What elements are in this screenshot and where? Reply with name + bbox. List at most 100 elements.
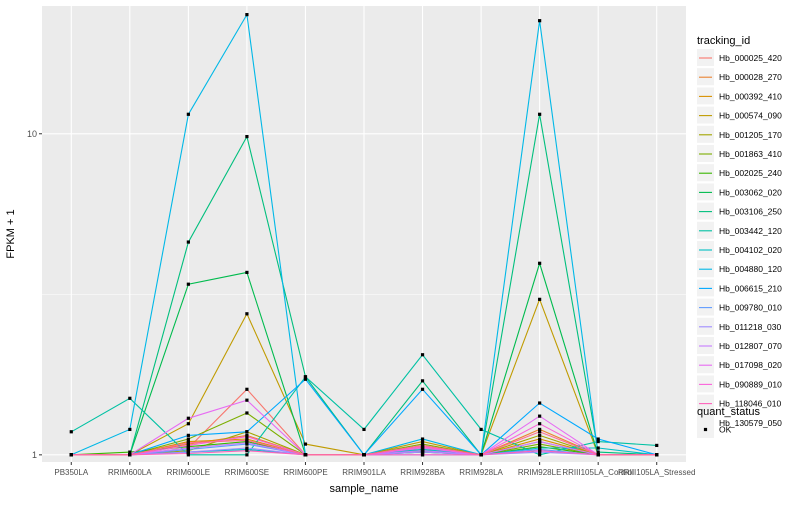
x-tick-label: RRIM928BA	[400, 468, 445, 477]
legend-key-point	[703, 427, 708, 432]
data-point	[245, 449, 249, 453]
legend-items: Hb_000025_420 Hb_000028_270 Hb_000392_410 H…	[697, 49, 782, 431]
legend-label: Hb_000574_090	[719, 111, 782, 121]
data-point	[69, 430, 73, 434]
data-point	[655, 443, 659, 448]
data-point	[128, 450, 132, 454]
data-point	[538, 439, 542, 444]
data-point	[245, 134, 249, 139]
data-point	[538, 414, 542, 418]
data-point	[245, 441, 249, 445]
data-point	[420, 387, 425, 391]
data-point	[479, 453, 483, 457]
legend-label: Hb_012807_070	[719, 341, 782, 351]
legend-label: Hb_000392_410	[719, 91, 782, 101]
data-point	[245, 387, 249, 391]
x-tick-label: RRIM928LA	[459, 468, 503, 477]
data-point	[303, 377, 308, 381]
data-point	[538, 427, 542, 432]
data-point	[420, 437, 425, 441]
data-point	[245, 430, 249, 434]
x-tick-label: RRIII105LA_Stressed	[618, 468, 695, 477]
legend-tracking-id: tracking_id Hb_000025_420Hb_000028_270Hb…	[697, 35, 782, 431]
data-point	[538, 422, 542, 426]
x-tick-label: RRIM600LA	[108, 468, 152, 477]
data-point	[479, 427, 483, 432]
x-tick-label: RRIM928LE	[518, 468, 562, 477]
data-point	[596, 446, 600, 450]
data-point	[245, 398, 249, 402]
data-point	[538, 401, 542, 405]
data-point	[596, 450, 600, 454]
data-point	[245, 270, 249, 275]
data-point	[186, 451, 190, 456]
legend-items: OK	[697, 421, 732, 438]
legend-label: Hb_130579_050	[719, 418, 782, 428]
legend-label: Hb_090889_010	[719, 379, 782, 389]
data-point	[245, 438, 249, 442]
data-point	[186, 443, 190, 448]
data-point	[420, 453, 425, 457]
data-point	[538, 112, 542, 116]
data-point	[303, 442, 308, 446]
data-point	[303, 375, 308, 379]
data-point	[538, 437, 542, 441]
data-points	[69, 13, 659, 457]
x-tick-label: RRIM901LA	[342, 468, 386, 477]
data-point	[245, 434, 249, 439]
legend-label: Hb_000028_270	[719, 72, 782, 82]
y-tick-label: 1	[32, 450, 37, 460]
data-point	[69, 453, 73, 457]
data-point	[186, 240, 190, 244]
data-point	[596, 439, 600, 444]
legend-label: Hb_004102_020	[719, 245, 782, 255]
legend-label: OK	[719, 425, 732, 435]
data-point	[186, 282, 190, 286]
data-point	[420, 449, 425, 453]
data-point	[538, 442, 542, 446]
data-point	[420, 353, 425, 357]
legend-label: Hb_118046_010	[719, 399, 782, 409]
data-point	[186, 416, 190, 420]
y-axis-ticks: 1 10	[27, 129, 42, 460]
legend-label: Hb_011218_030	[719, 322, 782, 332]
data-point	[186, 437, 190, 441]
data-point	[186, 446, 190, 450]
data-point	[420, 443, 425, 448]
data-point	[245, 453, 249, 457]
y-tick-label: 10	[27, 129, 37, 139]
legend-label: Hb_001863_410	[719, 149, 782, 159]
data-point	[538, 297, 542, 301]
legend-label: Hb_003442_120	[719, 226, 782, 236]
data-point	[420, 439, 425, 444]
data-point	[538, 19, 542, 23]
x-tick-label: PB350LA	[54, 468, 88, 477]
data-point	[128, 427, 132, 432]
data-point	[596, 437, 600, 441]
data-point	[128, 453, 132, 457]
legend-label: Hb_003062_020	[719, 187, 782, 197]
data-point	[303, 453, 308, 457]
x-tick-label: RRIM600LE	[167, 468, 211, 477]
data-point	[186, 112, 190, 116]
data-point	[186, 433, 190, 437]
legend-label: Hb_003106_250	[719, 207, 782, 217]
data-point	[538, 430, 542, 434]
legend-label: Hb_006615_210	[719, 283, 782, 293]
data-point	[186, 441, 190, 445]
data-point	[245, 13, 249, 17]
x-tick-label: RRIM600PE	[283, 468, 327, 477]
legend-label: Hb_000025_420	[719, 53, 782, 63]
data-point	[245, 446, 249, 450]
data-point	[538, 449, 542, 453]
legend-title: quant_status	[697, 406, 760, 418]
legend-label: Hb_002025_240	[719, 168, 782, 178]
data-point	[186, 422, 190, 426]
x-axis-ticks: PB350LA RRIM600LA RRIM600LE RRIM600SE RRIM60…	[54, 462, 695, 477]
data-point	[362, 427, 366, 432]
y-axis-title: FPKM + 1	[5, 209, 17, 258]
x-tick-label: RRIM600SE	[225, 468, 269, 477]
x-axis-title: sample_name	[329, 483, 398, 495]
